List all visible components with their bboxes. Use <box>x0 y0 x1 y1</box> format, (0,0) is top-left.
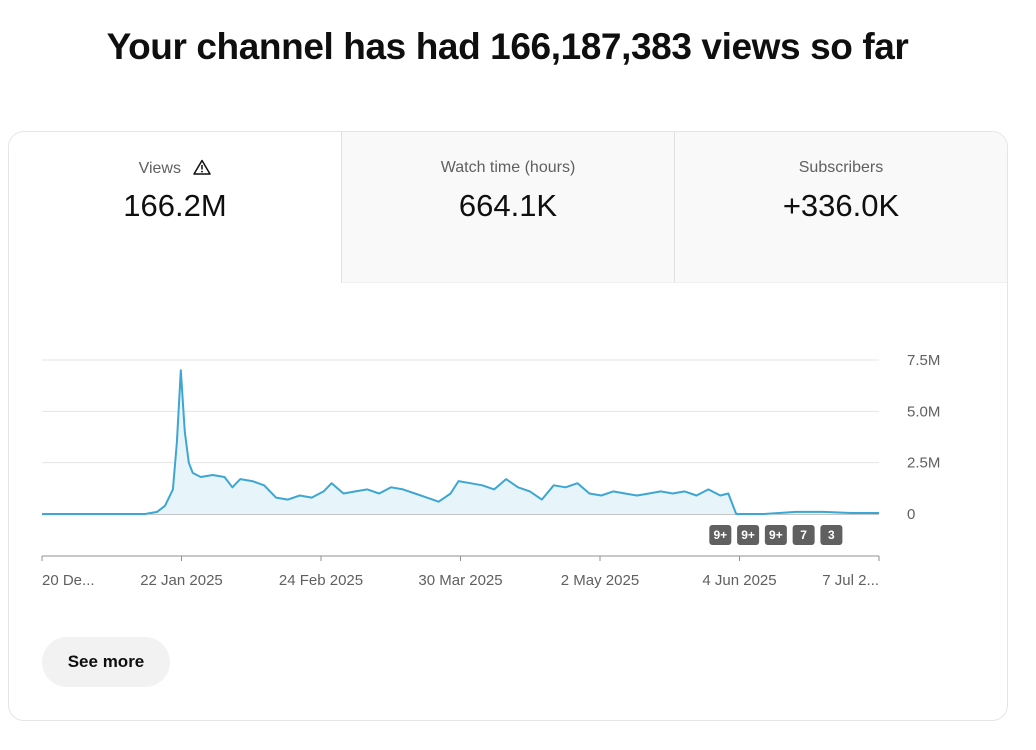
x-tick-label: 30 Mar 2025 <box>418 572 502 589</box>
badge-label: 9+ <box>769 528 783 542</box>
see-more-button[interactable]: See more <box>42 637 170 687</box>
badge <box>764 525 787 545</box>
analytics-card: Views 166.2M Watch time (hours) 664.1K S… <box>8 131 1008 721</box>
badge <box>820 525 843 545</box>
x-tick-label: 24 Feb 2025 <box>279 572 363 589</box>
tab-subscribers-label: Subscribers <box>798 159 884 176</box>
y-tick-label: 2.5M <box>907 455 940 472</box>
badge-label: 7 <box>800 528 807 542</box>
x-tick-label: 2 May 2025 <box>561 572 639 589</box>
views-chart: 0 2.5M 5.0M 7.5M 20 De... 22 Jan 2025 24 Feb 2… <box>41 352 940 589</box>
tab-watch-time-value: 664.1K <box>458 188 558 223</box>
warning-triangle-icon[interactable] <box>193 159 212 180</box>
metric-tabs: Views 166.2M Watch time (hours) 664.1K S… <box>9 132 1007 283</box>
badge <box>709 525 732 545</box>
tab-views-label: Views <box>138 160 181 177</box>
tab-views-value: 166.2M <box>123 188 227 223</box>
badge <box>737 525 760 545</box>
badge-label: 9+ <box>741 528 755 542</box>
x-tick-label: 20 De... <box>42 572 95 589</box>
badge-label: 9+ <box>713 528 727 542</box>
views-area <box>42 370 879 514</box>
tab-views-label-row: Views <box>9 159 341 180</box>
page-title: Your channel has had 166,187,383 views s… <box>106 26 909 67</box>
badge <box>792 525 815 545</box>
tab-views[interactable]: Views 166.2M <box>9 132 341 283</box>
tab-subscribers[interactable]: Subscribers +336.0K <box>674 132 1007 283</box>
y-tick-label: 5.0M <box>907 403 940 420</box>
tab-subscribers-value: +336.0K <box>782 188 900 223</box>
tab-watch-time[interactable]: Watch time (hours) 664.1K <box>341 132 674 283</box>
views-line <box>42 369 879 515</box>
x-tick-label: 7 Jul 2... <box>822 572 879 589</box>
badge-label: 3 <box>828 528 835 542</box>
x-tick-label: 4 Jun 2025 <box>702 572 776 589</box>
y-tick-label: 0 <box>907 506 915 523</box>
x-tick-label: 22 Jan 2025 <box>140 572 223 589</box>
y-tick-label: 7.5M <box>907 352 940 369</box>
tab-watch-time-label: Watch time (hours) <box>440 159 576 176</box>
